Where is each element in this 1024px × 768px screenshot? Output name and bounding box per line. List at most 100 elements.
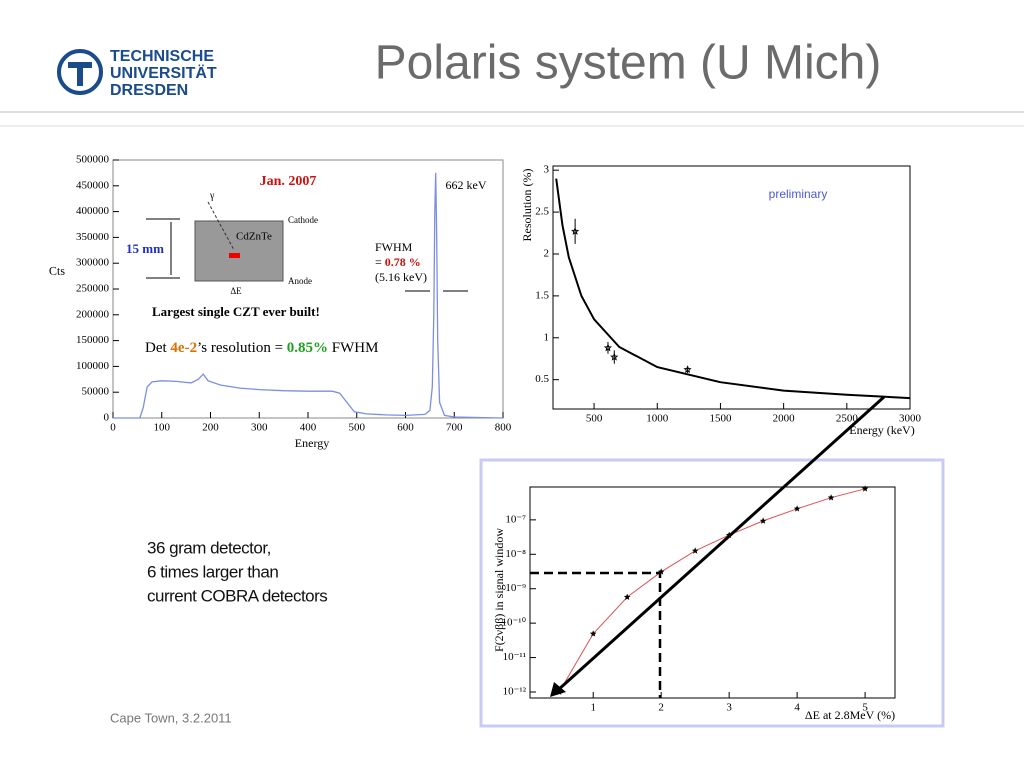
annotation: Det — [145, 340, 167, 356]
slide-title: Polaris system (U Mich) — [375, 37, 882, 90]
y-tick-label: 10⁻⁸ — [505, 548, 526, 560]
chart: 500 1000 1500 2000 2500 3000 0.5 1 1.5 2 2.5 3 Energ… — [520, 164, 922, 437]
point — [691, 547, 699, 554]
annotation: Largest single CZT ever built! — [152, 304, 320, 319]
annotation: ΔE — [230, 286, 242, 296]
x-axis-label: Energy — [295, 436, 329, 450]
point — [603, 343, 613, 352]
series-line — [555, 178, 911, 400]
chart: 0 100 200 300 400 500 600 700 800 0 50000 100000 150… — [49, 154, 512, 450]
note-line: 6 times larger than — [147, 562, 278, 581]
x-tick-label: 1000 — [646, 413, 669, 425]
y-tick-label: 10⁻¹⁰ — [501, 617, 526, 629]
point — [589, 630, 597, 637]
logo-text: DRESDEN — [110, 82, 188, 99]
arrow — [556, 395, 886, 692]
y-tick-label: 3 — [544, 164, 550, 176]
logo-ring — [57, 49, 103, 95]
y-tick-label: 10⁻⁹ — [505, 582, 526, 594]
annotation: FWHM — [375, 240, 413, 254]
annotation: 4e-2 — [170, 340, 197, 356]
x-tick-label: 4 — [794, 702, 800, 714]
y-tick-label: 200000 — [76, 308, 110, 320]
x-tick-label: 200 — [202, 422, 219, 434]
point — [571, 227, 580, 235]
annotation: γ — [209, 190, 215, 201]
annotation: Jan. 2007 — [260, 174, 317, 189]
logo-text: TECHNISCHE — [110, 48, 214, 65]
point — [827, 494, 835, 501]
x-tick-label: 0 — [110, 422, 116, 434]
note-line: current COBRA detectors — [147, 586, 327, 605]
annotation: 0.85% — [287, 340, 328, 356]
point — [683, 365, 692, 373]
detector-hit — [229, 253, 240, 258]
y-tick-label: 100000 — [76, 360, 110, 372]
annotation: Anode — [288, 276, 312, 286]
plots: 0 100 200 300 400 500 600 700 800050000100000150… — [49, 154, 922, 722]
x-tick-label: 1 — [590, 702, 596, 714]
annotation: 15 mm — [126, 241, 164, 256]
y-tick-label: 300000 — [76, 257, 110, 269]
y-tick-label: 2.5 — [535, 206, 549, 218]
gamma-path — [207, 201, 235, 251]
x-tick-label: 700 — [446, 422, 463, 434]
x-tick-label: 3 — [726, 702, 732, 714]
x-tick-label: 3000 — [899, 413, 922, 425]
chart-frame — [479, 458, 945, 728]
y-tick-label: 450000 — [76, 179, 110, 191]
x-tick-label: 100 — [154, 422, 171, 434]
point — [623, 593, 631, 600]
overlay — [530, 395, 886, 698]
point — [759, 517, 767, 524]
y-tick-label: 2 — [544, 248, 550, 260]
guide-line — [530, 571, 662, 698]
chart0-annotations: Jan. 2007 662 keV FWHM = 0.78 % (5.16 ke… — [126, 174, 487, 356]
x-axis-label: ΔE at 2.8MeV (%) — [805, 708, 895, 722]
annotation: CdZnTe — [236, 231, 272, 243]
annotation: Cathode — [288, 215, 318, 225]
y-axis-label: Cts — [49, 264, 66, 278]
point — [610, 352, 619, 361]
footer: Cape Town, 3.2.2011 — [110, 710, 232, 725]
y-tick-label: 10⁻¹² — [503, 686, 527, 698]
y-tick-label: 250000 — [76, 283, 110, 295]
point — [793, 505, 801, 512]
y-tick-label: 350000 — [76, 231, 110, 243]
x-tick-label: 2000 — [773, 413, 796, 425]
y-tick-label: 150000 — [76, 334, 110, 346]
y-tick-label: 50000 — [82, 386, 110, 398]
y-tick-label: 1.5 — [535, 289, 549, 301]
logo: TECHNISCHE UNIVERSITÄT DRESDEN — [57, 48, 217, 99]
annotation: (5.16 keV) — [375, 270, 427, 284]
plot-frame — [552, 165, 911, 410]
y-tick-label: 0 — [104, 412, 110, 424]
arrow-head — [550, 682, 566, 697]
annotation: Det 4e-2’s resolution = 0.85% FWHM — [145, 340, 378, 356]
y-tick-label: 1 — [544, 331, 550, 343]
annotation: 662 keV — [446, 178, 487, 192]
annotation: FWHM — [332, 340, 379, 356]
y-tick-label: 500000 — [76, 154, 110, 166]
x-axis-label: Energy (keV) — [849, 423, 914, 437]
annotation: = — [375, 255, 382, 269]
annotation: = 0.78 % — [375, 255, 421, 269]
y-axis-label: F(2νββ) in signal window — [492, 528, 506, 652]
x-tick-label: 800 — [495, 422, 512, 434]
x-tick-label: 600 — [397, 422, 414, 434]
y-tick-label: 10⁻¹¹ — [503, 651, 526, 663]
annotation: ’s resolution = — [197, 340, 283, 356]
annotation: 0.78 % — [385, 255, 421, 269]
x-tick-label: 5 — [862, 702, 868, 714]
x-tick-label: 2 — [658, 702, 664, 714]
y-axis-label: Resolution (%) — [520, 169, 534, 242]
y-tick-label: 0.5 — [535, 373, 549, 385]
note-line: 36 gram detector, — [147, 538, 271, 557]
detector-box — [194, 220, 284, 282]
series-line — [558, 488, 866, 693]
x-tick-label: 500 — [349, 422, 366, 434]
y-tick-label: 10⁻⁷ — [505, 513, 526, 525]
plot-frame — [529, 486, 896, 699]
